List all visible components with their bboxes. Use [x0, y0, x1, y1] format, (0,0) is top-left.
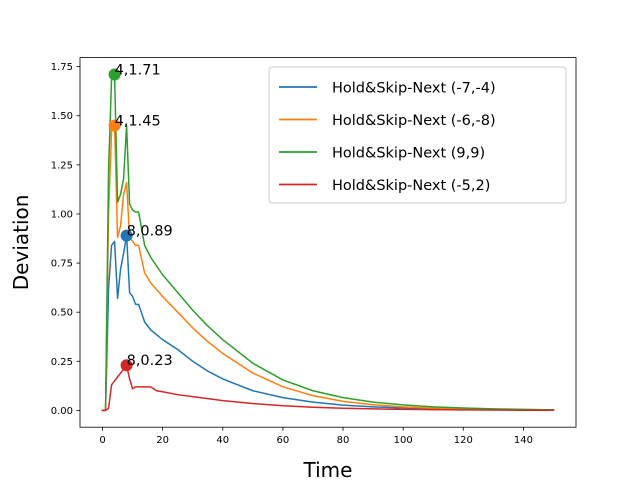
x-tick-label: 60 [277, 435, 290, 446]
series-line-4 [101, 364, 555, 412]
legend: Hold&Skip-Next (-7,-4) Hold&Skip-Next (-6… [268, 66, 567, 204]
x-axis-label: Time [303, 458, 353, 480]
annotation-label-1: 4,1.71 [115, 62, 161, 78]
legend-entry-2: Hold&Skip-Next (-6,-8) [332, 113, 496, 129]
annotation-marker-2 [108, 119, 121, 132]
legend-entry-4: Hold&Skip-Next (-5,2) [332, 178, 490, 194]
y-tick-label: 1.25 [51, 160, 73, 171]
series-line-1 [101, 234, 555, 412]
series-line-2 [101, 124, 555, 412]
x-tick-label: 100 [394, 435, 413, 446]
series-line-3 [101, 73, 555, 412]
y-tick-label: 1.75 [51, 62, 73, 73]
legend-entry-1: Hold&Skip-Next (-7,-4) [332, 81, 496, 97]
annotation-label-4: 8,0.23 [127, 353, 173, 369]
annotation-label-2: 4,1.45 [115, 114, 161, 130]
y-tick-label: 1.50 [51, 111, 73, 122]
x-tick-label: 80 [337, 435, 350, 446]
axis-ticks: 0 20 40 60 80 100 120 140 0.00 0.25 0.50 0.75 1.00 1.… [51, 62, 533, 446]
legend-frame [268, 66, 567, 204]
annotation-marker-3 [120, 229, 133, 242]
annotation-marker-4 [120, 359, 133, 372]
y-tick-label: 0.25 [51, 357, 73, 368]
y-tick-label: 1.00 [51, 209, 73, 220]
y-tick-label: 0.50 [51, 308, 73, 319]
x-tick-label: 40 [216, 435, 229, 446]
annotation-marker-1 [108, 68, 121, 81]
x-tick-label: 140 [514, 435, 533, 446]
x-tick-label: 0 [99, 435, 105, 446]
y-tick-label: 0.00 [51, 406, 73, 417]
annotation-label-3: 8,0.89 [127, 224, 173, 240]
x-tick-label: 20 [156, 435, 169, 446]
axes-frame [79, 57, 577, 428]
y-axis-label: Deviation [9, 195, 33, 291]
legend-entry-3: Hold&Skip-Next (9,9) [332, 146, 485, 162]
x-tick-label: 120 [454, 435, 473, 446]
plot-area: 4,1.71 4,1.45 8,0.89 8,0.23 [101, 62, 555, 412]
y-tick-label: 0.75 [51, 259, 73, 270]
